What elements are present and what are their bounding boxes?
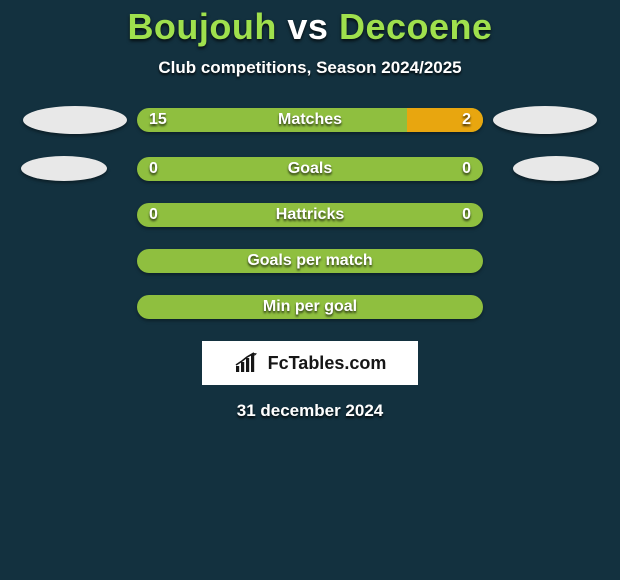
stat-value-right: 0 [462,160,471,178]
stat-bar: Goals per match [137,249,483,273]
brand-text: FcTables.com [268,353,387,374]
stat-value-right: 0 [462,206,471,224]
brand-box: FcTables.com [202,341,418,385]
title-player1: Boujouh [127,6,276,47]
page-title: Boujouh vs Decoene [0,6,620,48]
stat-row: Goals 0 0 [0,156,620,181]
title-vs: vs [287,6,328,47]
title-player2: Decoene [339,6,493,47]
stat-bar: Min per goal [137,295,483,319]
stat-bar: Hattricks 0 0 [137,203,483,227]
player-marker-left [23,106,127,134]
stat-label: Goals per match [247,252,372,270]
stat-label: Matches [278,111,342,129]
stat-bar-right-fill [407,108,483,132]
stat-row: Goals per match [0,249,620,273]
bar-chart-icon [234,352,262,374]
stat-value-left: 15 [149,111,167,129]
stat-label: Min per goal [263,298,357,316]
stat-label: Goals [288,160,332,178]
player-marker-right [493,106,597,134]
stat-bar: Matches 15 2 [137,108,483,132]
stat-row: Hattricks 0 0 [0,203,620,227]
player-marker-left [21,156,107,181]
stat-value-left: 0 [149,206,158,224]
stat-row: Matches 15 2 [0,106,620,134]
subtitle: Club competitions, Season 2024/2025 [0,58,620,78]
stat-value-right: 2 [462,111,471,129]
date-line: 31 december 2024 [0,401,620,421]
player-marker-right [513,156,599,181]
stat-label: Hattricks [276,206,344,224]
stat-bar: Goals 0 0 [137,157,483,181]
stat-row: Min per goal [0,295,620,319]
stat-value-left: 0 [149,160,158,178]
stat-bars: Matches 15 2 Goals 0 0 Hattricks 0 0 Goals per ma… [0,106,620,319]
comparison-infographic: Boujouh vs Decoene Club competitions, Se… [0,0,620,580]
